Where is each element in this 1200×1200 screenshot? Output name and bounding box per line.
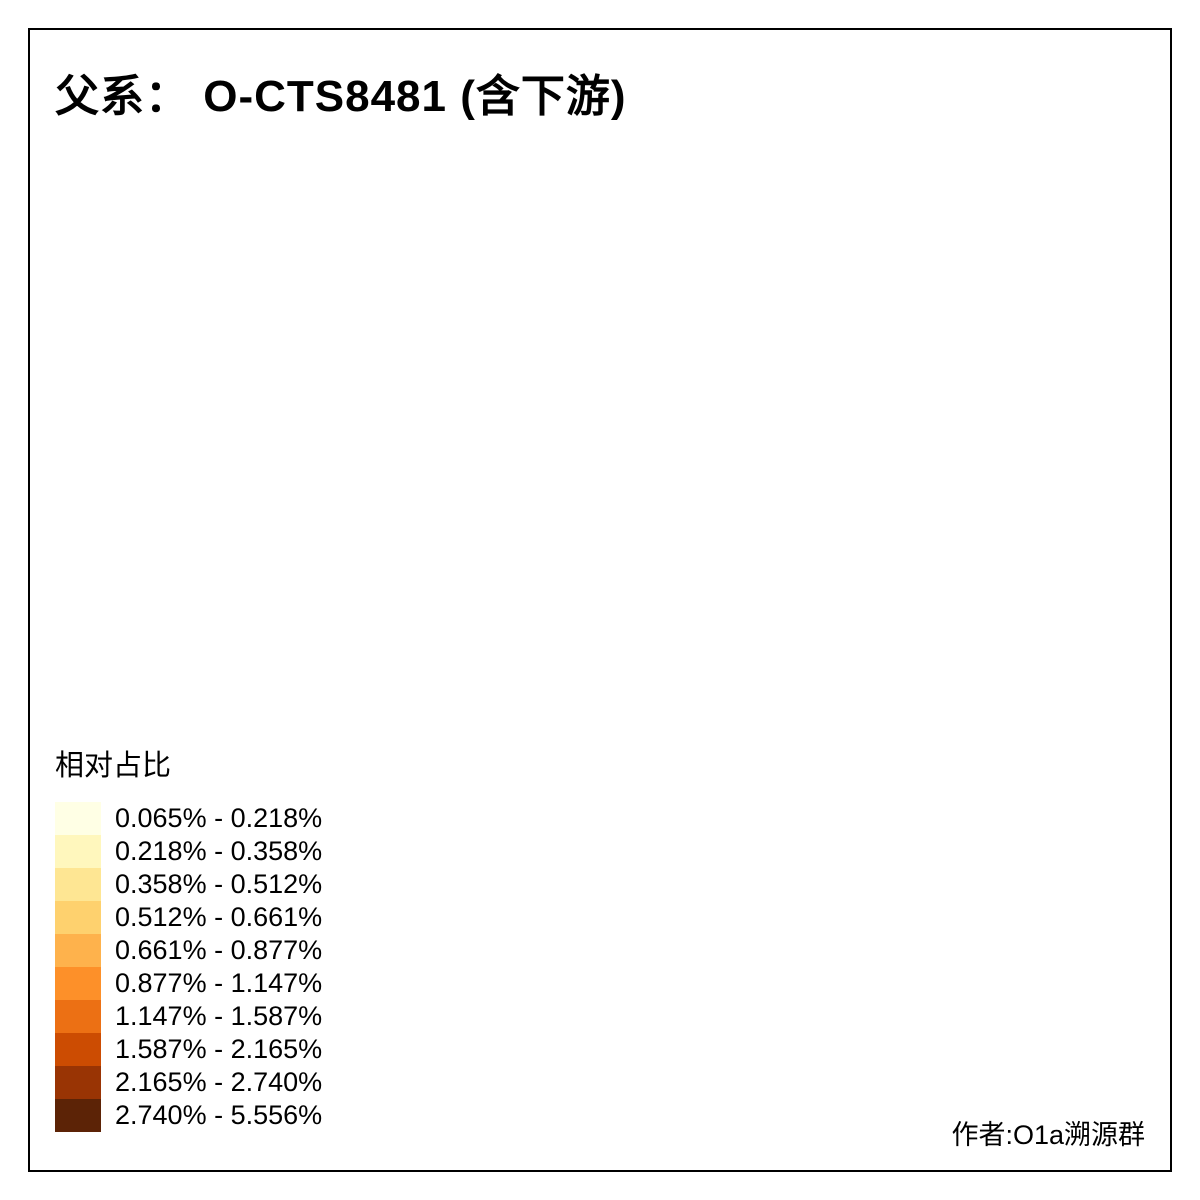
legend-label: 0.512% - 0.661% xyxy=(115,902,323,932)
legend-label: 0.877% - 1.147% xyxy=(115,968,323,998)
legend-label: 1.147% - 1.587% xyxy=(115,1001,323,1031)
plot-frame xyxy=(28,28,1172,1172)
legend-swatch xyxy=(55,967,101,1000)
legend-label: 1.587% - 2.165% xyxy=(115,1034,323,1064)
legend-swatch xyxy=(55,1099,101,1132)
legend-row: 0.065% - 0.218% xyxy=(55,802,322,835)
legend-row: 0.218% - 0.358% xyxy=(55,835,322,868)
legend-row: 1.587% - 2.165% xyxy=(55,1033,322,1066)
legend-row: 2.740% - 5.556% xyxy=(55,1099,322,1132)
legend-row: 1.147% - 1.587% xyxy=(55,1000,322,1033)
legend-row: 0.661% - 0.877% xyxy=(55,934,322,967)
map-title: 父系： O-CTS8481 (含下游) xyxy=(55,72,627,121)
legend-label: 0.661% - 0.877% xyxy=(115,935,323,965)
legend-title: 相对占比 xyxy=(55,750,172,782)
legend-label: 0.065% - 0.218% xyxy=(115,803,323,833)
legend-swatch xyxy=(55,1066,101,1099)
legend-swatch xyxy=(55,901,101,934)
legend-row: 2.165% - 2.740% xyxy=(55,1066,322,1099)
legend-row: 0.877% - 1.147% xyxy=(55,967,322,1000)
legend-swatch xyxy=(55,802,101,835)
legend-swatch xyxy=(55,868,101,901)
legend-swatch xyxy=(55,1033,101,1066)
legend-label: 2.740% - 5.556% xyxy=(115,1100,323,1130)
legend-label: 0.218% - 0.358% xyxy=(115,836,323,866)
author-credit: 作者:O1a溯源群 xyxy=(951,1120,1145,1150)
legend-row: 0.358% - 0.512% xyxy=(55,868,322,901)
legend: 相对占比 0.065% - 0.218% 0.218% - 0.358% 0.358… xyxy=(55,742,322,1132)
legend-swatch xyxy=(55,835,101,868)
legend-swatch xyxy=(55,934,101,967)
legend-label: 2.165% - 2.740% xyxy=(115,1067,323,1097)
legend-rows: 0.065% - 0.218% 0.218% - 0.358% 0.358% - 0… xyxy=(55,802,322,1132)
legend-row: 0.512% - 0.661% xyxy=(55,901,322,934)
legend-swatch xyxy=(55,1000,101,1033)
legend-label: 0.358% - 0.512% xyxy=(115,869,323,899)
